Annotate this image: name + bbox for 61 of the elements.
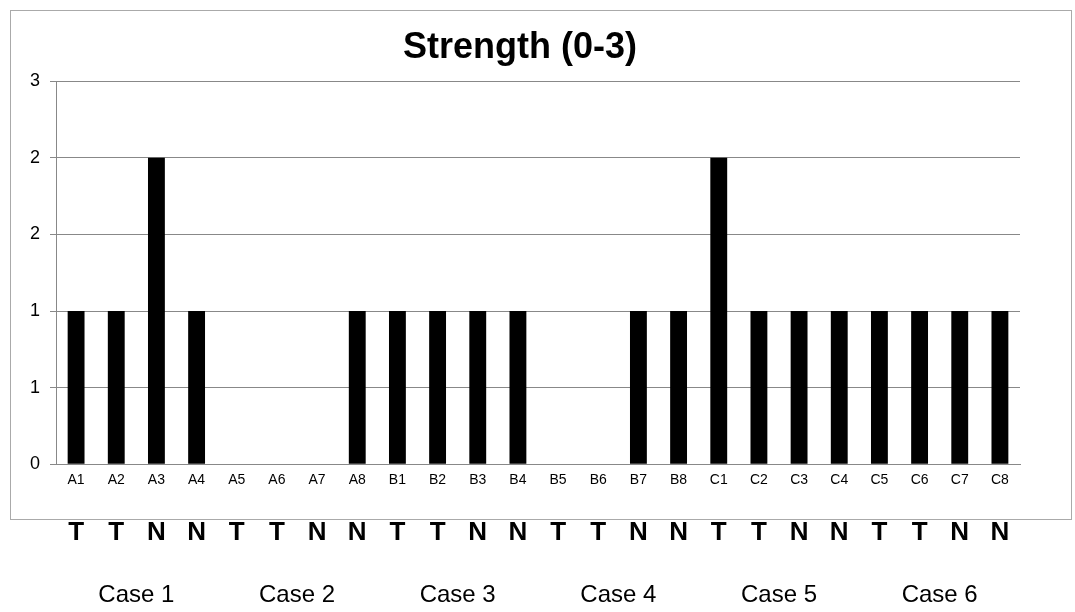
- x-tick-label: B6: [589, 471, 608, 488]
- text: N: [187, 516, 206, 547]
- y-tick-label: 3: [30, 70, 41, 91]
- text: T: [228, 516, 245, 547]
- x-tick-label: C2: [749, 471, 769, 488]
- text: T: [68, 516, 85, 547]
- y-tick-label: 2: [30, 146, 41, 167]
- x-tick-label: A3: [147, 471, 166, 488]
- text: N: [147, 516, 166, 547]
- text: N: [468, 516, 488, 547]
- text: T: [429, 516, 446, 547]
- text: Case 2: [258, 579, 336, 607]
- text: T: [550, 516, 567, 547]
- x-tick-label: A2: [107, 471, 126, 488]
- text: T: [590, 516, 607, 547]
- x-tick-label: C4: [830, 471, 849, 488]
- x-tick-label: B3: [469, 471, 487, 488]
- y-tick-label: 1: [30, 376, 41, 397]
- x-tick-label: B1: [388, 471, 407, 488]
- x-tick-label: C8: [990, 471, 1010, 488]
- text: N: [629, 516, 648, 547]
- x-tick-label: C7: [950, 471, 969, 488]
- text: T: [389, 516, 406, 547]
- x-tick-label: B4: [509, 471, 527, 488]
- x-tick-label: C1: [709, 471, 728, 488]
- x-tick-label: A1: [67, 471, 85, 488]
- x-tick-label: A4: [188, 471, 206, 488]
- text: N: [347, 516, 367, 547]
- text: Case 3: [419, 579, 496, 607]
- x-tick-label: C5: [870, 471, 889, 488]
- text: N: [508, 516, 528, 547]
- x-tick-label: B7: [629, 471, 648, 488]
- text: N: [990, 516, 1010, 547]
- chart-title: Strength (0-3): [403, 24, 637, 66]
- x-tick-label: B5: [549, 471, 567, 488]
- text: N: [950, 516, 970, 547]
- text: N: [307, 516, 327, 547]
- x-tick-label: B8: [670, 471, 688, 488]
- x-tick-label: B2: [429, 471, 447, 488]
- text: Case 4: [580, 579, 657, 607]
- x-tick-label: C6: [910, 471, 929, 488]
- y-tick-label: 0: [30, 453, 41, 474]
- y-tick-label: 2: [30, 223, 41, 244]
- text: N: [669, 516, 688, 547]
- x-tick-label: A7: [308, 471, 326, 488]
- text: N: [789, 516, 809, 547]
- text: T: [871, 516, 888, 547]
- text: Case 1: [98, 579, 175, 607]
- text: N: [829, 516, 849, 547]
- text: Case 6: [901, 579, 978, 607]
- x-tick-label: A6: [268, 471, 286, 488]
- y-tick-label: 1: [30, 299, 41, 320]
- text: T: [750, 516, 767, 547]
- x-tick-label: A8: [348, 471, 367, 488]
- x-tick-label: C3: [790, 471, 809, 488]
- text: T: [911, 516, 928, 547]
- text: Case 5: [740, 579, 818, 607]
- text: T: [710, 516, 727, 547]
- x-tick-label: A5: [228, 471, 246, 488]
- text: T: [268, 516, 285, 547]
- text: T: [108, 516, 125, 547]
